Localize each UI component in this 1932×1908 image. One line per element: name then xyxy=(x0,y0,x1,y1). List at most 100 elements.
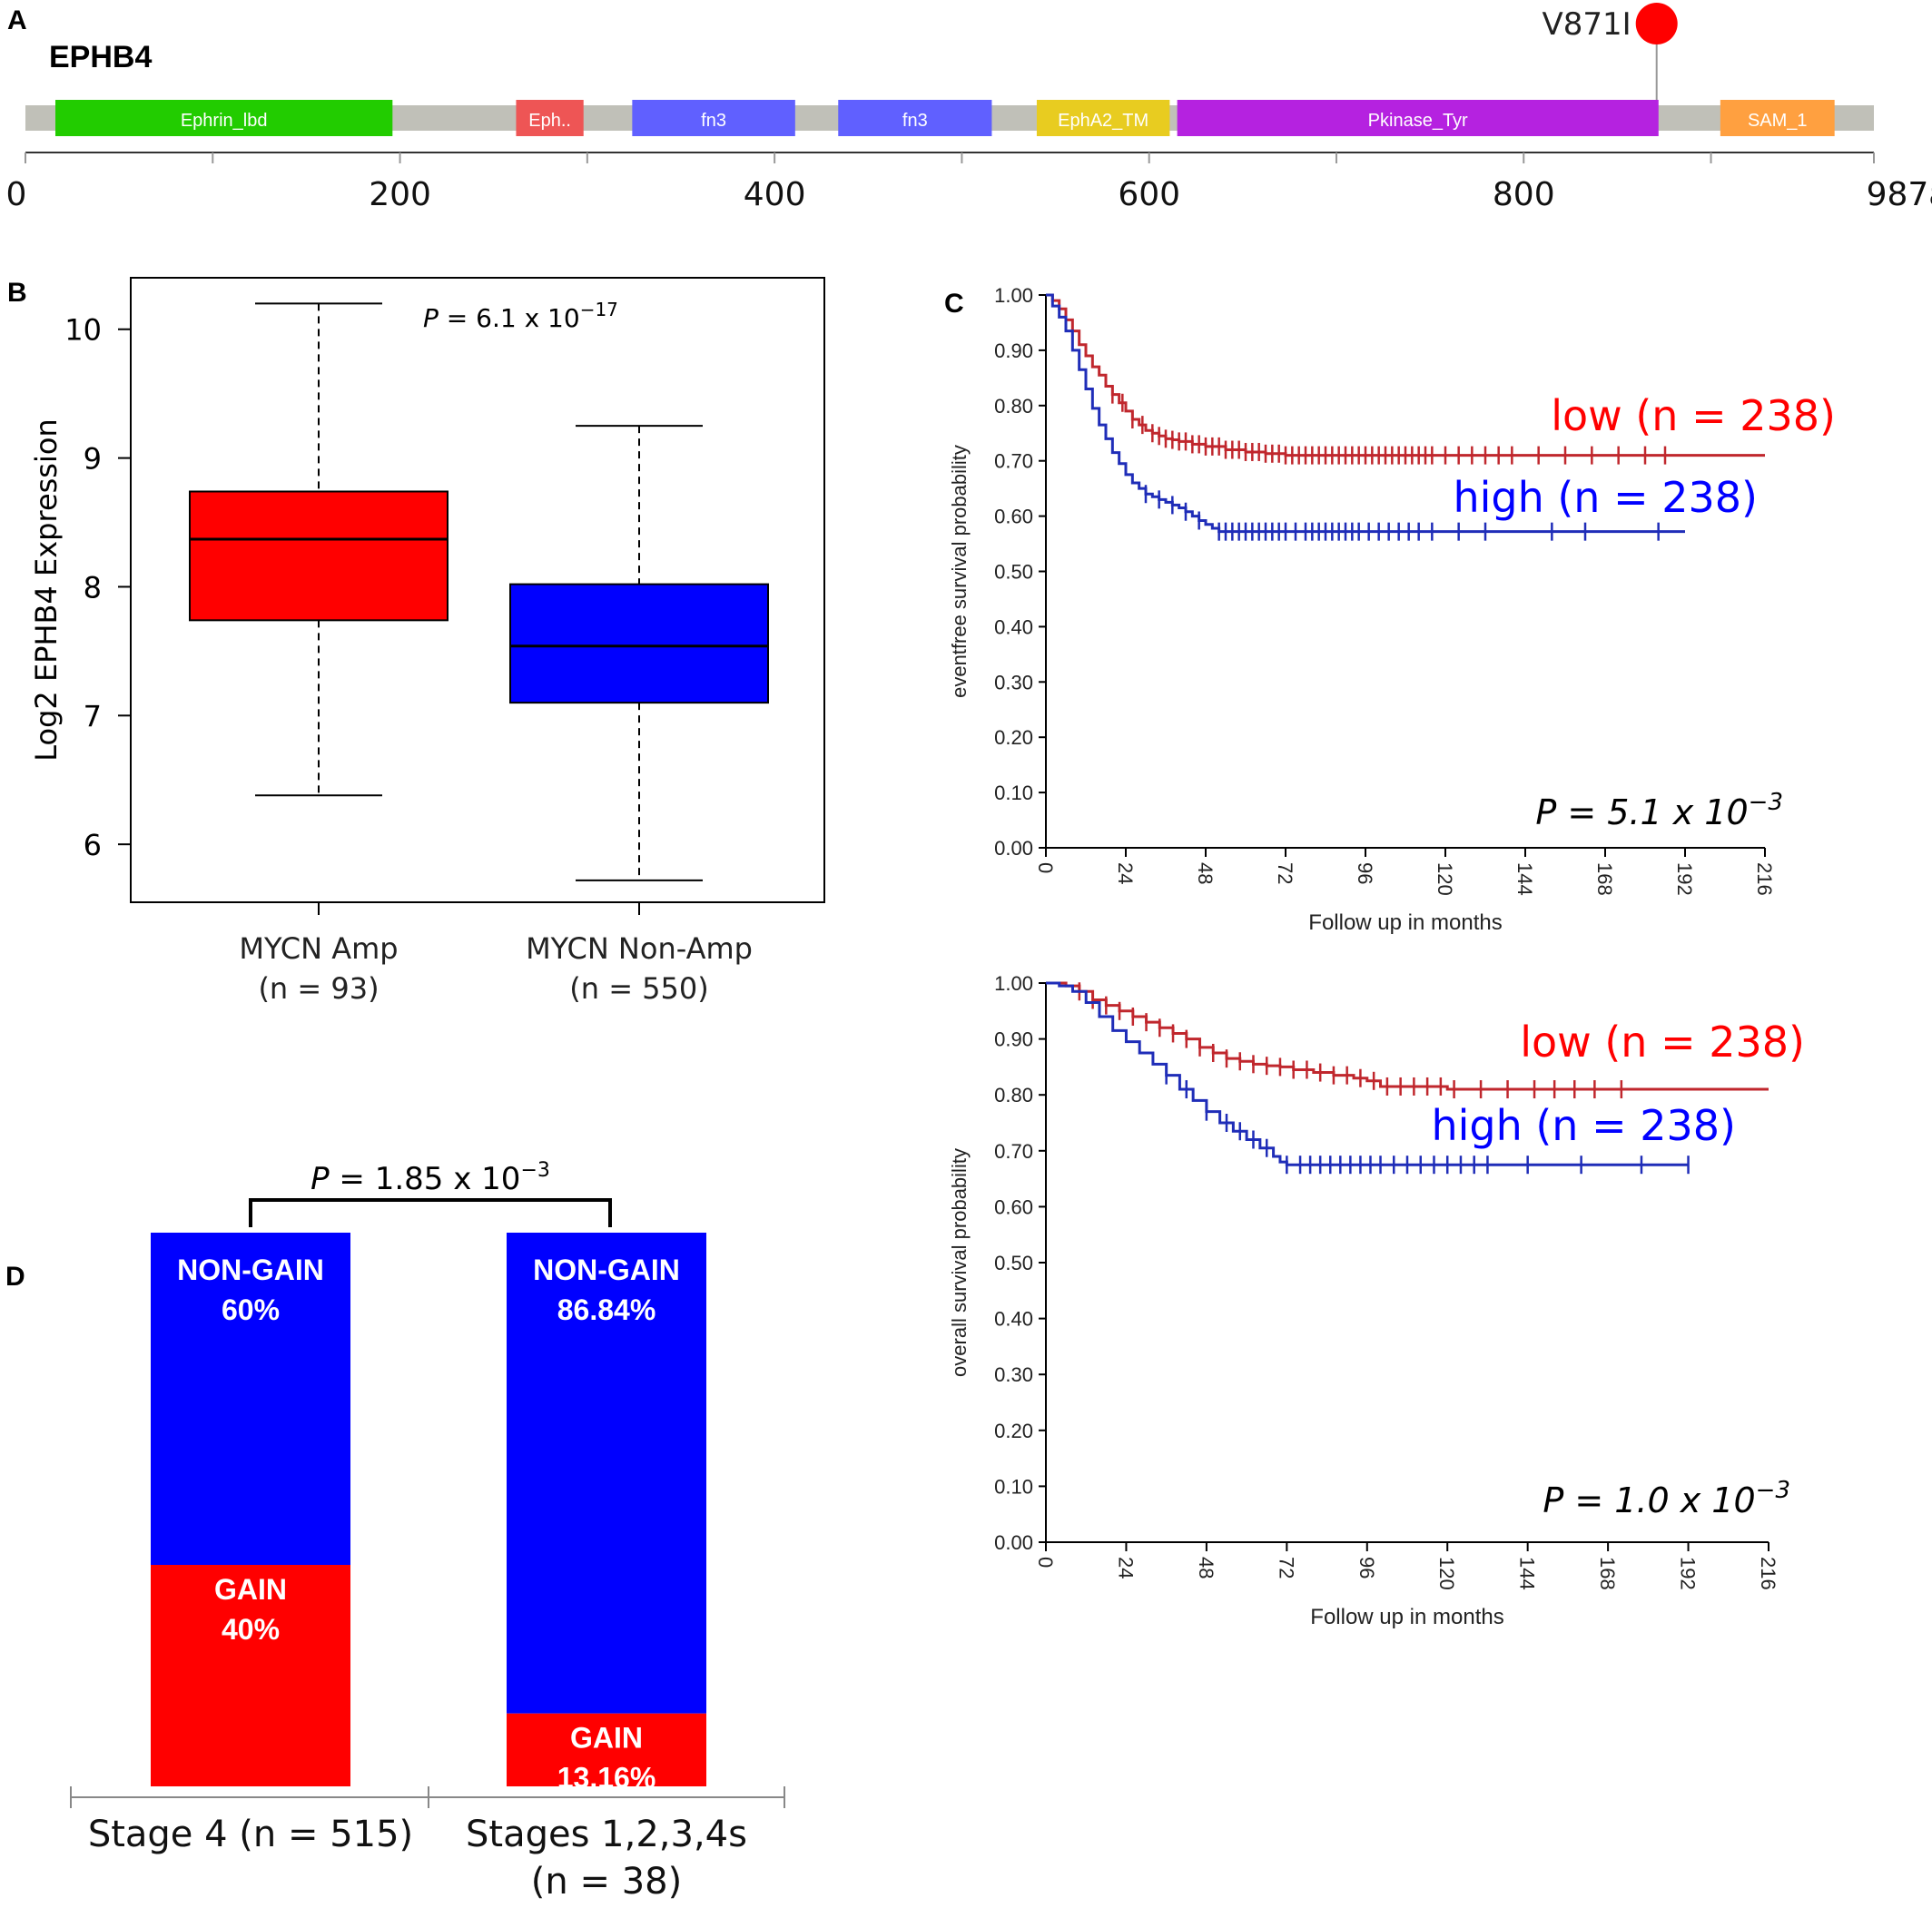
gain-name: GAIN xyxy=(214,1573,287,1606)
y-tick-label: 0.60 xyxy=(994,506,1033,528)
panel-label-a: A xyxy=(7,5,27,35)
panel-label-b: B xyxy=(7,278,27,308)
tick-label: 600 xyxy=(1118,176,1180,213)
category-label: (n = 38) xyxy=(531,1861,682,1903)
domain-box xyxy=(55,100,393,136)
non-gain-value-label: 60% xyxy=(222,1293,280,1326)
legend-label: high (n = 238) xyxy=(1453,473,1758,522)
p-text: = 6.1 x 10 xyxy=(439,303,580,333)
x-tick-label: 96 xyxy=(1354,862,1376,884)
y-tick-label: 1.00 xyxy=(994,284,1033,307)
y-tick-label: 0.00 xyxy=(994,837,1033,860)
domain-label: fn3 xyxy=(902,111,928,131)
bar-gain xyxy=(507,1713,706,1786)
y-tick-label: 0.50 xyxy=(994,1252,1033,1274)
length-label: 987aa xyxy=(1867,176,1932,213)
y-tick-label: 0.10 xyxy=(994,1475,1033,1498)
x-tick-label: 144 xyxy=(1516,1557,1539,1590)
y-tick-label: 7 xyxy=(84,699,102,733)
eventfree-survival-plot: 0.00 0.10 0.20 0.30 0.40 0.50 0.60 0.70 0.80 0.90… xyxy=(948,284,1836,935)
category-axis xyxy=(70,1786,785,1808)
panel-label-d: D xyxy=(5,1262,25,1292)
panel-b-boxplot: B Log2 EPHB4 Expression 6 7 8 9 10 MYCN Amp (… xyxy=(7,277,825,1006)
p-symbol: P xyxy=(1543,1480,1563,1520)
y-tick-label: 0.30 xyxy=(994,671,1033,693)
significance-bracket xyxy=(249,1198,612,1227)
p-value: P = 6.1 x 10−17 xyxy=(423,299,618,333)
y-axis-label: Log2 EPHB4 Expression xyxy=(29,418,64,761)
x-tick-label: 0 xyxy=(1034,862,1057,873)
x-tick-label: 120 xyxy=(1434,862,1456,896)
iqr-box xyxy=(189,490,448,622)
x-tick-label: 24 xyxy=(1114,1557,1137,1579)
y-tick-label: 0.80 xyxy=(994,1084,1033,1106)
x-tick-label: 72 xyxy=(1275,1557,1297,1579)
y-tick-label: 0.90 xyxy=(994,1028,1033,1051)
y-tick-label: 0.20 xyxy=(994,726,1033,749)
overall-survival-plot: 0.00 0.10 0.20 0.30 0.40 0.50 0.60 0.70 0.80 0.90… xyxy=(948,972,1805,1629)
domain-box xyxy=(1720,100,1835,136)
domain-box xyxy=(516,100,584,136)
domain-box xyxy=(632,100,795,136)
y-tick-label: 0.70 xyxy=(994,450,1033,473)
x-tick-label: 72 xyxy=(1274,862,1296,884)
y-axis-label: overall survival probability xyxy=(948,1148,971,1377)
y-tick-label: 0.40 xyxy=(994,1308,1033,1331)
y-tick-label: 0.00 xyxy=(994,1531,1033,1554)
bar-gain xyxy=(151,1565,350,1786)
p-text: = 1.0 x 10 xyxy=(1563,1480,1755,1520)
p-exponent: −3 xyxy=(520,1159,549,1182)
x-tick-label: 96 xyxy=(1355,1557,1378,1579)
legend-label: high (n = 238) xyxy=(1431,1101,1736,1150)
group-n: (n = 550) xyxy=(569,971,708,1006)
p-symbol: P xyxy=(423,303,439,333)
y-tick-label: 1.00 xyxy=(994,972,1033,995)
plot-frame xyxy=(130,277,825,903)
legend-label: low (n = 238) xyxy=(1520,1018,1805,1067)
gain-value-label: 13.16% xyxy=(557,1762,656,1795)
p-symbol: P xyxy=(1535,792,1556,832)
non-gain-name: NON-GAIN xyxy=(533,1254,680,1286)
iqr-box xyxy=(509,583,769,704)
bar-non-gain xyxy=(507,1233,706,1714)
y-tick-label: 10 xyxy=(64,313,102,348)
panel-d-stacked-bar: D P = 1.85 x 10−3 NON-GAIN 60% GAIN 40% Stag… xyxy=(5,1159,785,1903)
x-axis-label: Follow up in months xyxy=(1310,1605,1503,1629)
y-tick-label: 0.30 xyxy=(994,1363,1033,1386)
y-tick-label: 0.90 xyxy=(994,339,1033,362)
y-tick-label: 0.20 xyxy=(994,1420,1033,1442)
category-label: Stage 4 (n = 515) xyxy=(88,1814,413,1855)
p-symbol: P xyxy=(310,1161,330,1197)
p-value: P = 5.1 x 10−3 xyxy=(1535,789,1783,832)
y-tick-label: 0.60 xyxy=(994,1195,1033,1218)
domain-label: SAM_1 xyxy=(1748,111,1808,131)
x-tick-label: 24 xyxy=(1114,862,1137,884)
x-tick-label: 0 xyxy=(1034,1557,1057,1568)
y-tick-label: 0.80 xyxy=(994,395,1033,418)
category-label: Stages 1,2,3,4s xyxy=(466,1814,747,1855)
domain-label: Ephrin_lbd xyxy=(181,111,268,131)
panel-label-c: C xyxy=(944,289,964,319)
domain-label: fn3 xyxy=(701,111,726,131)
y-tick-label: 0.70 xyxy=(994,1140,1033,1163)
domain-label: EphA2_TM xyxy=(1058,111,1148,131)
survival-curve xyxy=(1046,293,1685,534)
domain-box xyxy=(1177,100,1659,136)
group-n: (n = 93) xyxy=(258,971,379,1006)
p-text: = 5.1 x 10 xyxy=(1556,792,1748,832)
y-tick-label: 0.10 xyxy=(994,782,1033,804)
domain-label: Pkinase_Tyr xyxy=(1368,111,1468,131)
x-tick-label: 168 xyxy=(1593,862,1616,896)
y-axis-label: eventfree survival probability xyxy=(948,445,971,698)
domain-box xyxy=(838,100,992,136)
panel-a-lollipop-plot: A EPHB4 V871I Ephrin_lbd Eph.. fn3 fn3 EphA2… xyxy=(6,3,1932,213)
domain-box xyxy=(1036,100,1170,136)
y-tick-label: 6 xyxy=(84,828,102,862)
p-exponent: −17 xyxy=(580,299,618,320)
p-exponent: −3 xyxy=(1749,789,1783,816)
x-axis-label: Follow up in months xyxy=(1308,910,1502,935)
tick-label: 400 xyxy=(744,176,806,213)
non-gain-value-label: 86.84% xyxy=(557,1293,656,1326)
y-tick-label: 0.40 xyxy=(994,615,1033,638)
